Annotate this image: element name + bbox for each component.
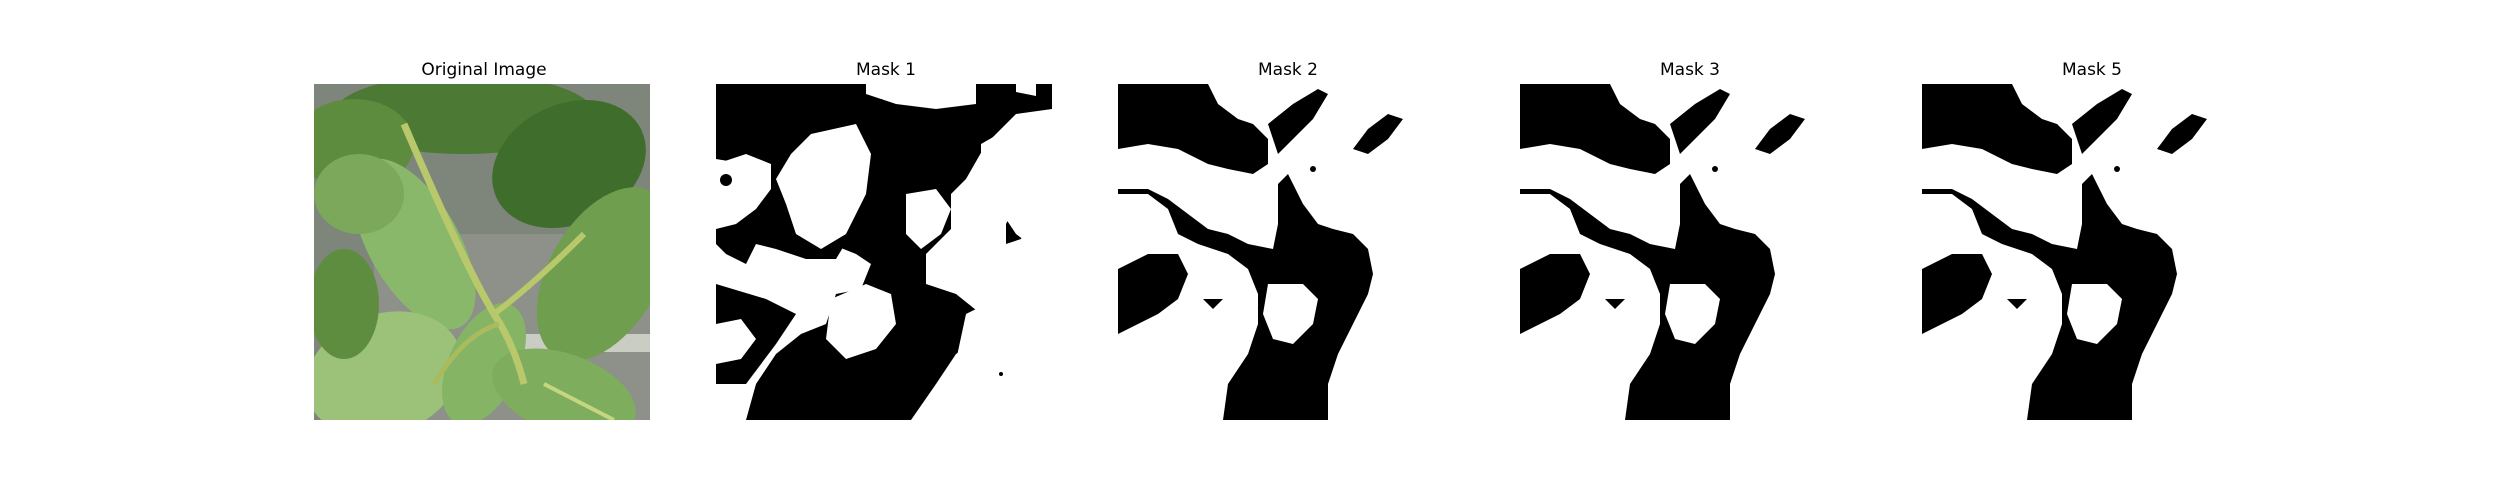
mask-3-image [1520, 84, 1856, 420]
mask-5-image [1922, 84, 2258, 420]
panel-title-mask-3: Mask 3 [1659, 60, 1720, 80]
panel-title-mask-5: Mask 5 [2061, 60, 2122, 80]
panel-title-mask-2: Mask 2 [1257, 60, 1318, 80]
original-image-photo [314, 84, 650, 420]
mask-1-image [716, 84, 1052, 420]
panel-title-original-image: Original Image [421, 60, 547, 80]
panel-title-mask-1: Mask 1 [855, 60, 916, 80]
mask-2-image [1118, 84, 1454, 420]
